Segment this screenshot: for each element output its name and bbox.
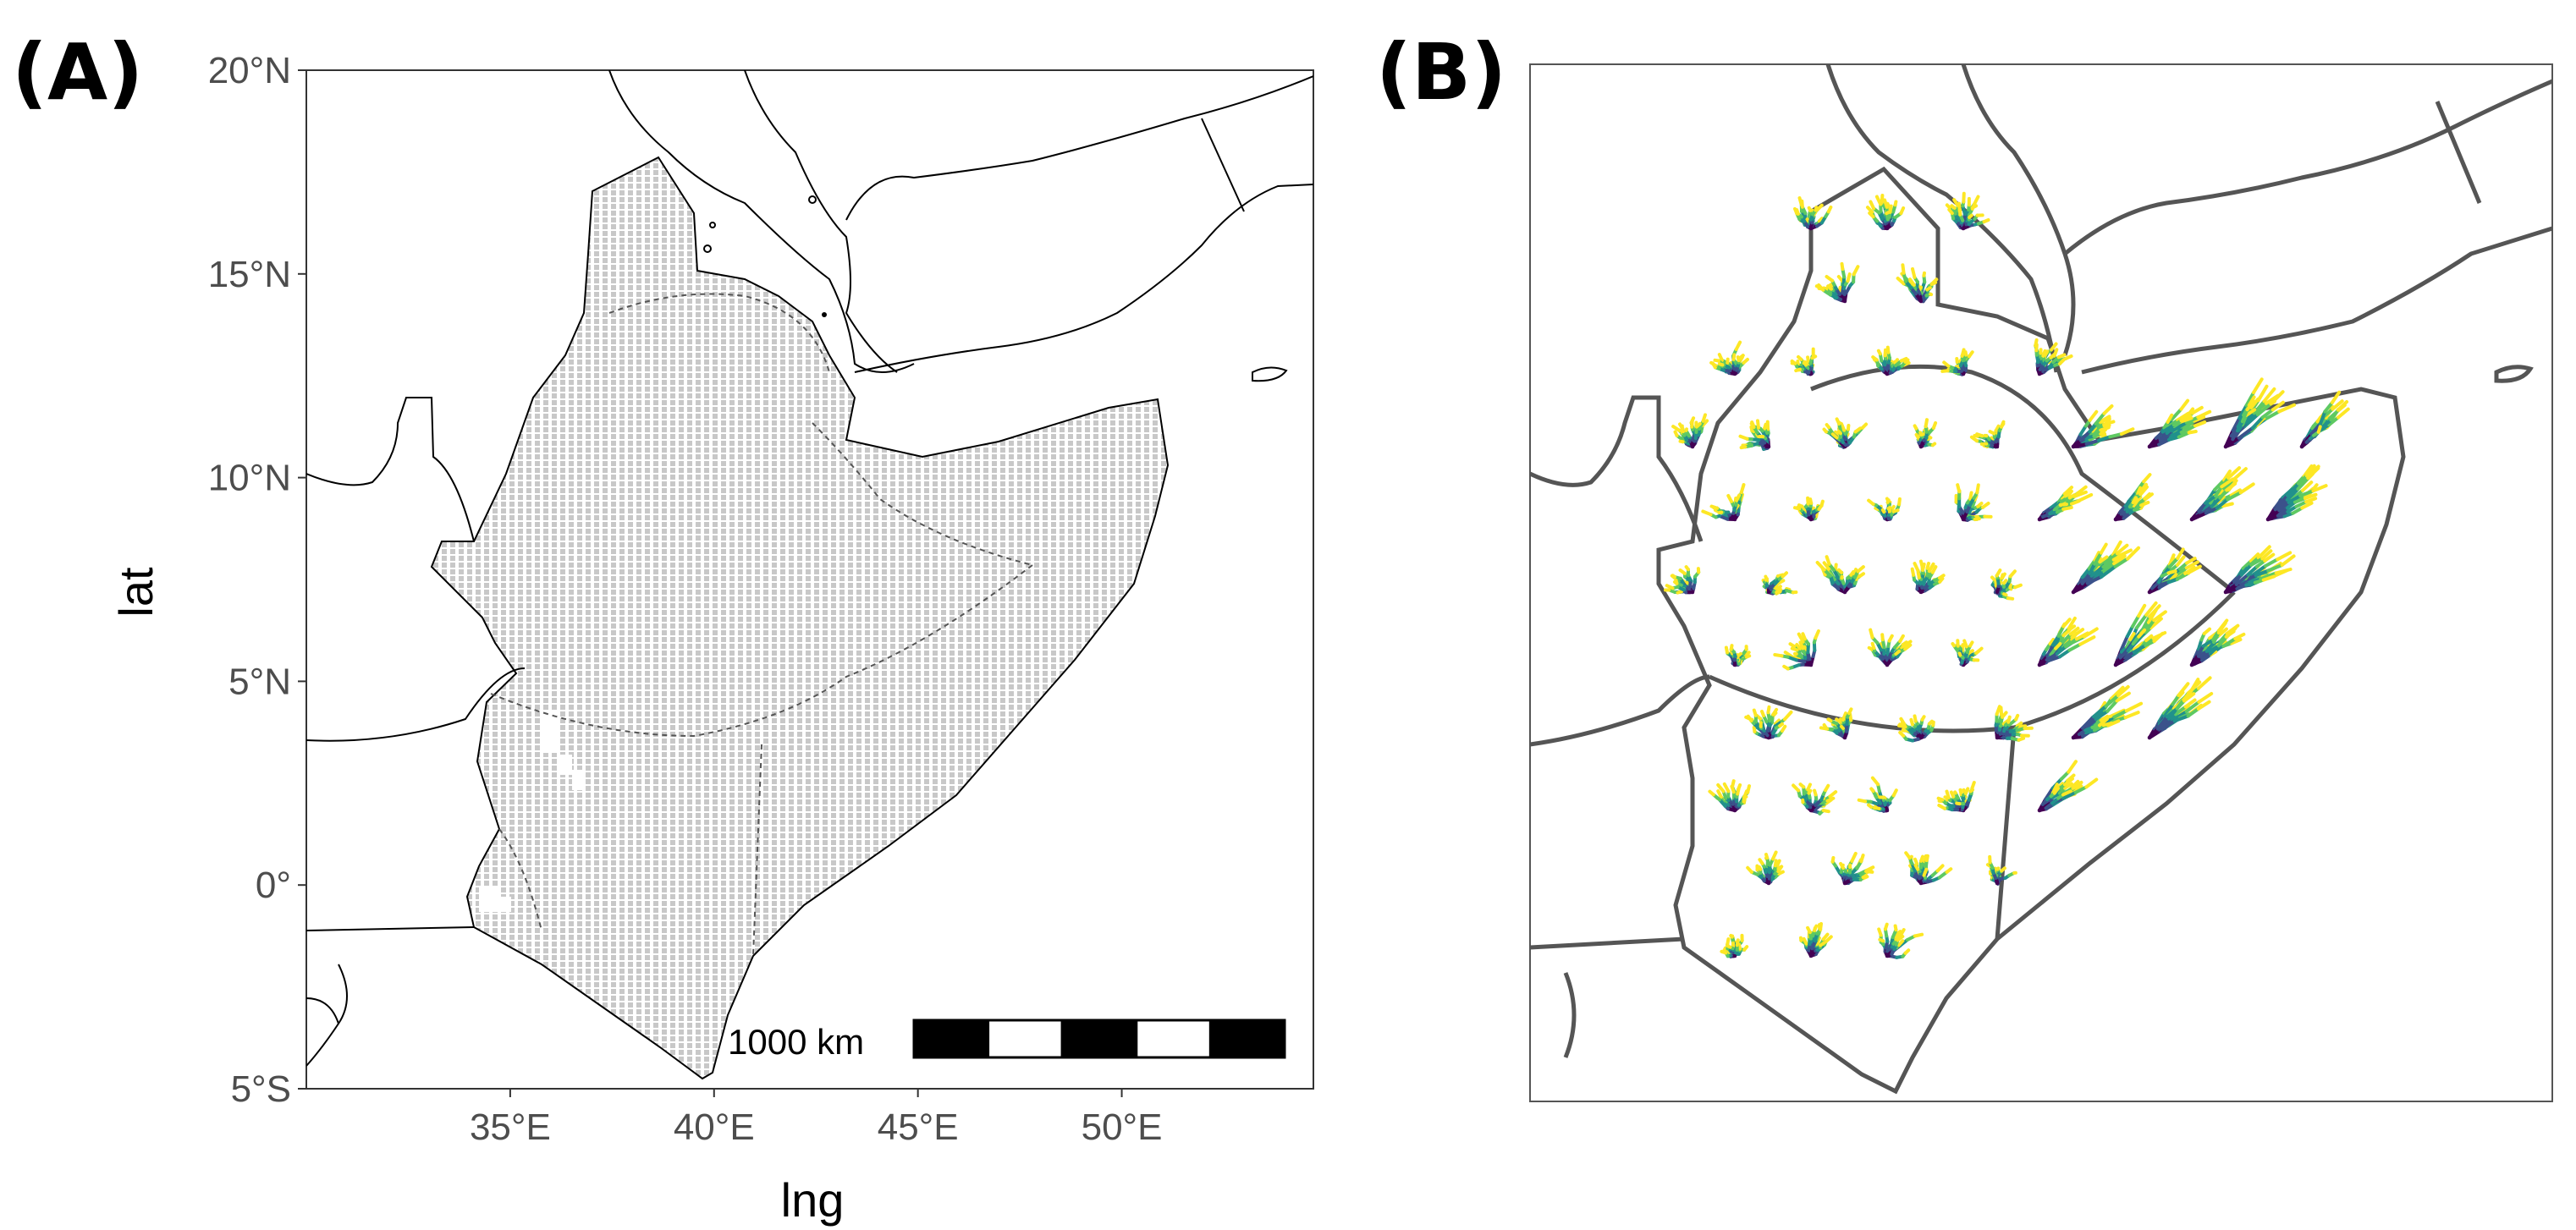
- track-plume: [2224, 545, 2296, 594]
- track-plume: [1954, 483, 1993, 522]
- track-plume: [1940, 348, 1974, 376]
- internal-borders: [490, 293, 1033, 957]
- track-plume: [2148, 547, 2202, 594]
- track-plume: [2114, 601, 2167, 667]
- lat-tick-label: 15°N: [208, 254, 291, 295]
- lng-tick-label: 35°E: [470, 1106, 551, 1148]
- track-plume: [1867, 497, 1902, 521]
- scale-bar-segment: [987, 1019, 1064, 1059]
- track-plume: [1822, 417, 1869, 449]
- lng-axis: 35°E 40°E 45°E 50°E: [470, 1089, 1163, 1148]
- track-plume: [2038, 485, 2094, 521]
- track-plume: [1793, 196, 1833, 230]
- lat-tick-label: 5°N: [228, 661, 291, 702]
- lat-tick-label: 20°N: [208, 50, 291, 91]
- track-plume: [1969, 420, 2006, 449]
- track-plume: [2190, 618, 2246, 667]
- track-plume: [1897, 714, 1935, 743]
- country-outlines: [306, 70, 1313, 1067]
- lat-tick-label: 0°: [256, 865, 291, 906]
- track-plume: [1867, 628, 1913, 667]
- lat-axis: 20°N 15°N 10°N 5°N 0° 5°S: [208, 50, 306, 1110]
- track-plume: [1951, 639, 1984, 667]
- lng-tick-label: 45°E: [878, 1106, 959, 1148]
- track-plume: [2266, 464, 2328, 521]
- track-plume: [2114, 473, 2154, 521]
- track-plume: [1761, 571, 1798, 596]
- track-plume: [1866, 194, 1906, 230]
- track-plume: [2148, 676, 2214, 739]
- panel-a-map: 20°N 15°N 10°N 5°N 0° 5°S 35°E 40°E 45°E 50°E la…: [109, 50, 1314, 1227]
- study-region-grid: [430, 156, 1170, 1080]
- track-plume: [1910, 559, 1946, 594]
- track-plume: [2300, 390, 2350, 448]
- scale-bar-segment: [912, 1019, 990, 1059]
- track-plume: [1904, 851, 1953, 885]
- track-plume: [2072, 540, 2140, 594]
- track-plume: [1792, 782, 1838, 815]
- track-plume: [1724, 644, 1752, 667]
- track-plume: [1945, 191, 1990, 230]
- track-plume: [1913, 418, 1938, 448]
- track-plume: [2224, 377, 2296, 448]
- track-plume: [1790, 347, 1818, 376]
- lat-tick-label: 5°S: [231, 1068, 291, 1110]
- track-plume: [1671, 413, 1709, 448]
- track-plume: [1709, 340, 1749, 376]
- track-plume: [1830, 851, 1875, 885]
- scale-bar-label: 1000 km: [728, 1022, 864, 1062]
- track-plume: [2190, 466, 2255, 521]
- panel-b-label: (B): [1376, 27, 1507, 118]
- panel-a-label: (A): [12, 27, 144, 118]
- track-plume: [1871, 345, 1911, 376]
- track-plume: [2034, 338, 2073, 376]
- track-plume: [1857, 776, 1898, 813]
- track-plume: [1738, 419, 1770, 451]
- track-plume: [1819, 707, 1853, 739]
- track-plume: [1773, 629, 1820, 671]
- track-plume: [1664, 565, 1701, 595]
- scale-bar-segment: [1135, 1019, 1212, 1059]
- lng-tick-label: 40°E: [674, 1106, 755, 1148]
- y-axis-title: lat: [109, 567, 162, 618]
- simulation-tracks: [1664, 191, 2350, 959]
- scale-bar: 1000 km: [728, 1019, 1286, 1062]
- track-plume: [1720, 933, 1749, 958]
- lat-tick-label: 10°N: [208, 458, 291, 499]
- track-plume: [1746, 850, 1785, 885]
- track-plume: [1877, 922, 1924, 959]
- track-plume: [2072, 684, 2144, 739]
- panel-b-frame: [1529, 63, 2553, 1102]
- track-plume: [1990, 568, 2023, 601]
- x-axis-title: lng: [781, 1173, 845, 1227]
- track-plume: [1793, 496, 1825, 521]
- track-plume: [1744, 705, 1793, 739]
- scale-bar-segment: [1208, 1019, 1286, 1059]
- track-plume: [1896, 263, 1939, 304]
- track-plume: [2038, 760, 2099, 812]
- lng-tick-label: 50°E: [1082, 1106, 1163, 1148]
- track-plume: [1994, 705, 2034, 742]
- track-plume: [2072, 404, 2135, 448]
- track-plume: [1815, 555, 1865, 594]
- panel-b-map: [1529, 63, 2553, 1102]
- track-plume: [1701, 483, 1746, 521]
- track-plume: [1708, 779, 1751, 812]
- track-plume: [1936, 781, 1976, 812]
- track-plume: [1798, 922, 1833, 958]
- track-plume: [2038, 616, 2099, 667]
- track-plume: [1814, 261, 1860, 303]
- track-plume: [1985, 854, 2017, 886]
- track-plume: [2148, 398, 2212, 448]
- scale-bar-segment: [1060, 1019, 1138, 1059]
